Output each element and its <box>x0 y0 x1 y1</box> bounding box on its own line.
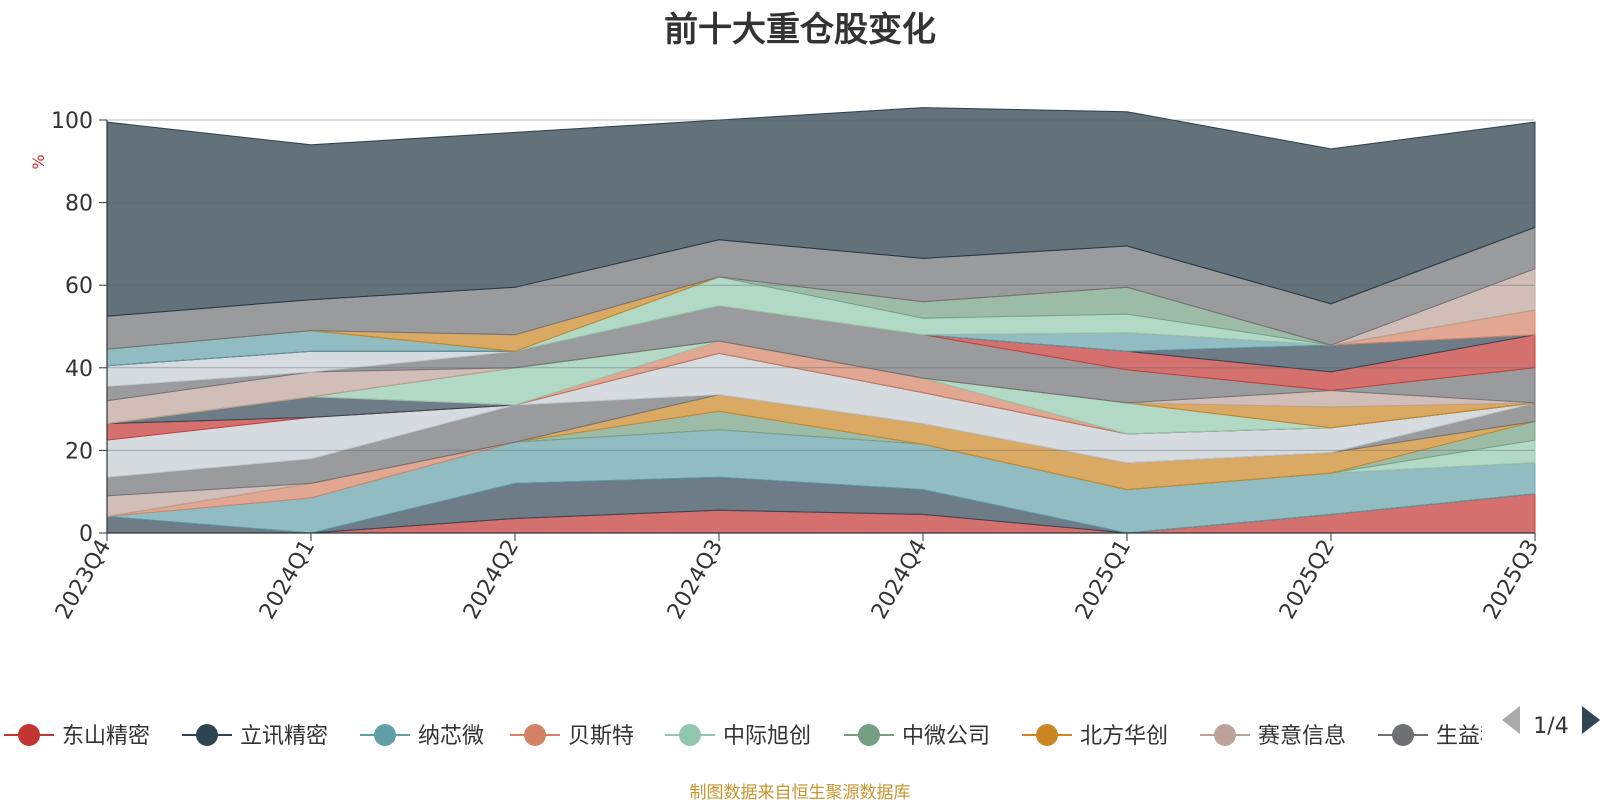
y-tick-label: 60 <box>65 274 93 299</box>
area-layers <box>106 107 1536 534</box>
legend-label: 东山精密 <box>62 724 150 749</box>
legend-circle-icon <box>1392 724 1414 746</box>
legend-item[interactable]: 生益科技 <box>1378 724 1524 749</box>
legend-item[interactable]: 中微公司 <box>844 724 990 749</box>
y-tick-label: 40 <box>65 357 93 382</box>
x-tick-label: 2024Q2 <box>459 536 524 624</box>
chart-title: 前十大重仓股变化 <box>664 10 936 50</box>
legend-circle-icon <box>858 724 880 746</box>
legend-label: 纳芯微 <box>418 724 484 749</box>
grid-lines <box>107 119 1535 451</box>
axes <box>106 120 1535 534</box>
x-axis-ticks: 2023Q4 2024Q1 2024Q2 2024Q3 2024Q4 2025Q1 2025… <box>51 533 1544 624</box>
legend-circle-icon <box>374 724 396 746</box>
x-tick-label: 2024Q3 <box>663 536 728 624</box>
legend-item[interactable]: 立讯精密 <box>182 724 328 749</box>
y-tick-label: 100 <box>51 109 93 134</box>
legend-item[interactable]: 赛意信息 <box>1200 724 1346 749</box>
legend-circle-icon <box>196 724 218 746</box>
y-tick-label: 0 <box>79 522 93 547</box>
legend-page-indicator: 1/4 <box>1533 714 1568 739</box>
legend-label: 中际旭创 <box>723 724 811 749</box>
legend-item[interactable]: 贝斯特 <box>510 724 634 749</box>
legend-item[interactable]: 中际旭创 <box>665 724 811 749</box>
legend-item[interactable]: 北方华创 <box>1022 724 1168 749</box>
y-tick-label: 80 <box>65 192 93 217</box>
legend-item[interactable]: 东山精密 <box>4 724 150 749</box>
legend-label: 生益科技 <box>1436 724 1524 749</box>
x-tick-label: 2024Q4 <box>867 536 932 624</box>
legend-circle-icon <box>18 724 40 746</box>
legend-label: 中微公司 <box>902 724 990 749</box>
legend-item[interactable]: 纳芯微 <box>360 724 484 749</box>
legend-label: 贝斯特 <box>568 724 634 749</box>
legend-prev-icon[interactable] <box>1502 706 1520 734</box>
y-axis-ticks: 0 20 40 60 80 100 <box>51 109 107 547</box>
legend-circle-icon <box>524 724 546 746</box>
legend-circle-icon <box>1214 724 1236 746</box>
y-axis-unit-label: % <box>29 154 48 169</box>
legend-pager: 1/4 <box>1502 706 1600 739</box>
legend-circle-icon <box>1036 724 1058 746</box>
data-source-note: 制图数据来自恒生聚源数据库 <box>689 783 911 803</box>
x-tick-label: 2023Q4 <box>51 536 116 624</box>
x-tick-label: 2025Q1 <box>1071 536 1136 624</box>
x-tick-label: 2025Q2 <box>1275 536 1340 624</box>
legend-label: 赛意信息 <box>1258 724 1346 749</box>
x-tick-label: 2024Q1 <box>255 536 320 624</box>
legend-items: 东山精密 立讯精密 纳芯微 贝斯特 中际旭创 中微公司 北方华创 赛意信息 生益科技 <box>4 724 1524 749</box>
legend-next-icon[interactable] <box>1582 706 1600 734</box>
legend: 东山精密 立讯精密 纳芯微 贝斯特 中际旭创 中微公司 北方华创 赛意信息 生益科技 <box>4 724 1524 749</box>
area-series-28 <box>106 107 1536 317</box>
legend-circle-icon <box>679 724 701 746</box>
x-tick-label: 2025Q3 <box>1479 536 1544 624</box>
legend-label: 北方华创 <box>1080 724 1168 749</box>
legend-label: 立讯精密 <box>240 724 328 749</box>
y-tick-label: 20 <box>65 439 93 464</box>
